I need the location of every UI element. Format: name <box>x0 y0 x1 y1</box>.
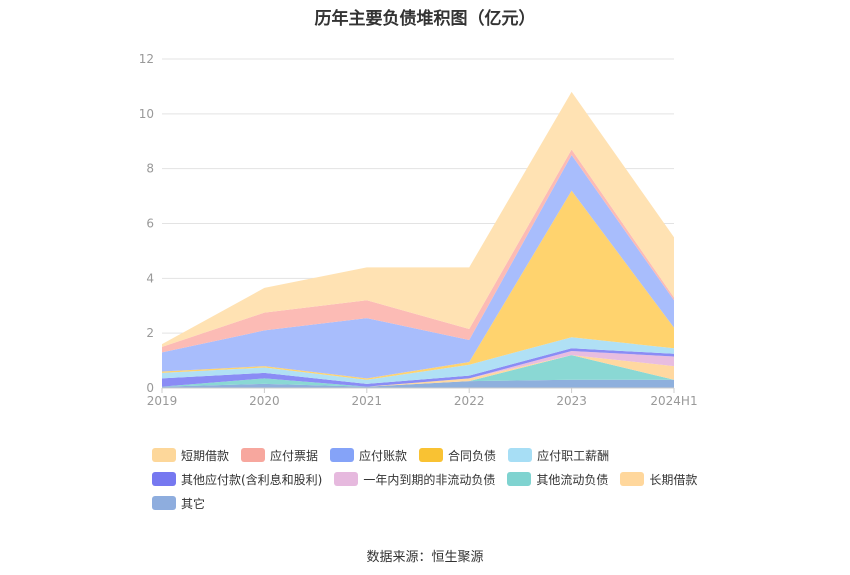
legend-swatch <box>241 448 266 462</box>
legend-swatch <box>152 448 176 462</box>
area-series-5 <box>162 337 674 384</box>
legend-item[interactable]: 应付票据 <box>241 446 318 464</box>
area-series-1 <box>162 355 674 387</box>
y-tick-label: 0 <box>146 381 154 395</box>
legend-swatch <box>508 448 533 462</box>
y-tick-label: 2 <box>146 326 154 340</box>
legend-label: 其它 <box>181 496 206 511</box>
x-tick-label: 2022 <box>454 394 485 408</box>
legend-item[interactable]: 应付职工薪酬 <box>508 446 609 464</box>
y-tick-label: 10 <box>139 107 154 121</box>
data-source: 数据来源：恒生聚源 <box>366 550 484 565</box>
legend-label: 短期借款 <box>181 448 230 463</box>
legend-item[interactable]: 长期借款 <box>620 470 697 488</box>
y-tick-label: 12 <box>139 52 154 66</box>
legend-item[interactable]: 其他流动负债 <box>507 470 608 488</box>
y-tick-label: 8 <box>146 162 154 176</box>
area-series-7 <box>162 154 674 379</box>
chart-legend: 短期借款 应付票据 应付账款 合同负债 应付职工薪酬其他应付款(含利息和股利) 一年内到期… <box>152 446 732 512</box>
legend-swatch <box>330 448 355 462</box>
legend-label: 长期借款 <box>649 472 698 487</box>
area-series-6 <box>162 190 674 380</box>
legend-label: 应付职工薪酬 <box>537 448 610 463</box>
legend-item[interactable]: 一年内到期的非流动负债 <box>334 470 495 488</box>
legend-label: 其他应付款(含利息和股利) <box>181 472 323 487</box>
x-tick-label: 2023 <box>556 394 587 408</box>
legend-swatch <box>507 472 532 486</box>
x-tick-label: 2020 <box>249 394 280 408</box>
x-tick-label: 2019 <box>147 394 178 408</box>
legend-label: 一年内到期的非流动负债 <box>363 472 496 487</box>
y-tick-label: 6 <box>146 217 154 231</box>
legend-swatch <box>419 448 444 462</box>
legend-swatch <box>152 472 176 486</box>
legend-item[interactable]: 短期借款 <box>152 446 229 464</box>
area-series-4 <box>162 348 674 387</box>
legend-swatch <box>620 472 645 486</box>
area-series-9 <box>162 91 674 347</box>
legend-label: 应付账款 <box>359 448 408 463</box>
chart-title: 历年主要负债堆积图（亿元） <box>314 9 536 29</box>
area-series-8 <box>162 149 674 353</box>
legend-item[interactable]: 其它 <box>152 494 205 512</box>
legend-swatch <box>152 496 176 510</box>
legend-swatch <box>334 472 359 486</box>
legend-label: 合同负债 <box>448 448 497 463</box>
legend-item[interactable]: 合同负债 <box>419 446 496 464</box>
legend-label: 应付票据 <box>270 448 319 463</box>
area-series-3 <box>162 350 674 387</box>
x-tick-label: 2024H1 <box>650 394 697 408</box>
x-tick-label: 2021 <box>352 394 383 408</box>
legend-item[interactable]: 其他应付款(含利息和股利) <box>152 470 322 488</box>
y-tick-label: 4 <box>146 271 154 285</box>
legend-item[interactable]: 应付账款 <box>330 446 407 464</box>
legend-label: 其他流动负债 <box>536 472 609 487</box>
